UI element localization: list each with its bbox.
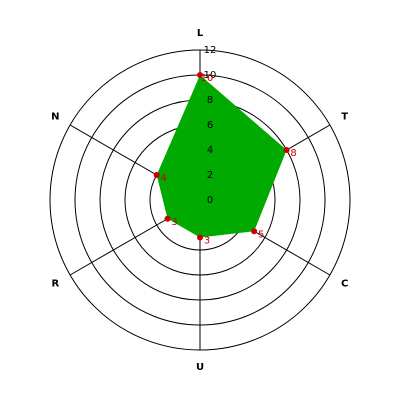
axis-label: N (51, 112, 59, 123)
axis-label: R (52, 279, 60, 290)
value-label: 3 (204, 236, 210, 247)
radar-area (156, 75, 287, 238)
r-tick-label: 2 (207, 170, 213, 181)
r-tick-label: 0 (207, 195, 213, 206)
r-tick-label: 10 (204, 70, 217, 81)
marker (197, 72, 203, 78)
value-label: 5 (258, 229, 264, 240)
marker (283, 147, 290, 153)
marker (153, 172, 160, 178)
axis-label: U (196, 362, 204, 373)
value-label: 10 (201, 73, 214, 84)
axis-label: L (197, 28, 204, 39)
marker (197, 234, 203, 241)
r-tick-label: 8 (207, 95, 213, 106)
value-label: 4 (161, 173, 167, 184)
r-tick-label: 4 (207, 145, 213, 156)
value-label: 3 (171, 217, 177, 228)
r-tick-label: 6 (207, 120, 213, 131)
value-label: 8 (290, 148, 296, 159)
marker (251, 228, 258, 235)
axis-label: C (341, 279, 348, 290)
axis-label: T (341, 112, 348, 123)
r-tick-label: 12 (204, 45, 217, 56)
marker (164, 215, 171, 222)
